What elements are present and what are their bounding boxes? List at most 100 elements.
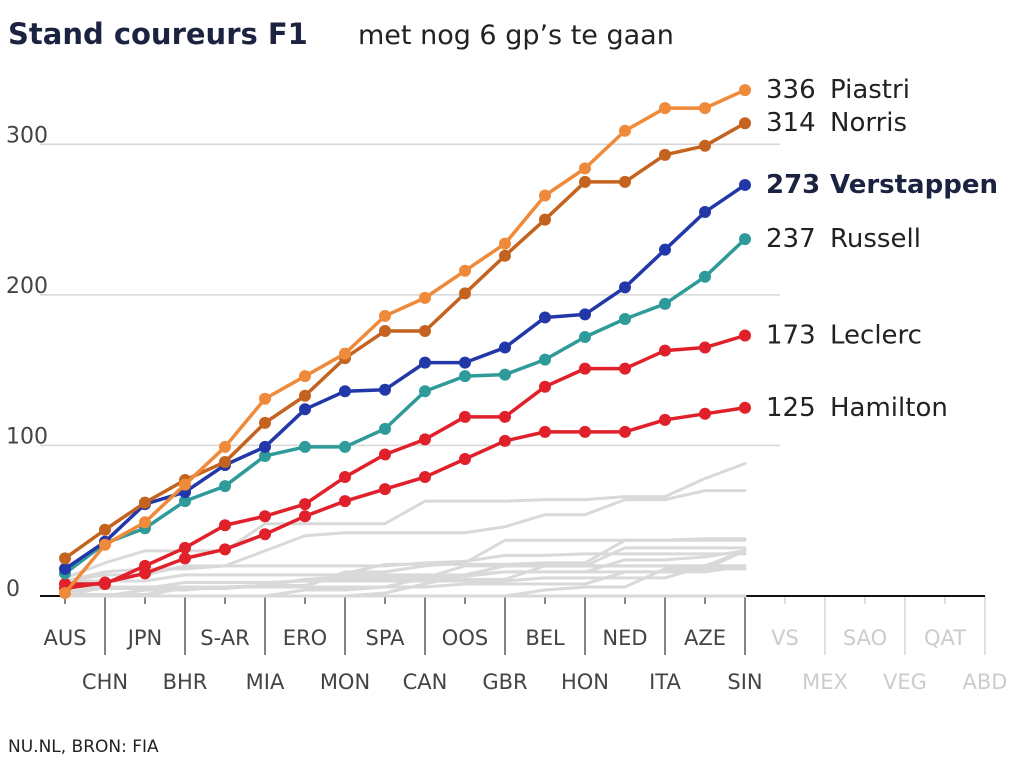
point <box>139 516 151 529</box>
point <box>419 433 431 446</box>
end-name-label: Leclerc <box>830 321 922 351</box>
point <box>659 297 671 310</box>
point <box>699 206 711 219</box>
point <box>179 478 191 491</box>
point <box>539 425 551 438</box>
x-tick-label: AZE <box>684 626 726 650</box>
series-line <box>63 549 747 598</box>
point <box>59 586 71 599</box>
point <box>739 233 751 246</box>
point <box>659 344 671 357</box>
point <box>539 311 551 324</box>
x-tick-label: HON <box>561 670 609 694</box>
point <box>59 562 71 575</box>
y-tick-label: 0 <box>6 577 20 602</box>
point <box>739 329 751 342</box>
series-line <box>63 546 747 583</box>
x-tick-label: SAO <box>843 626 887 650</box>
point <box>499 368 511 381</box>
point <box>339 471 351 484</box>
series-line <box>63 183 747 571</box>
x-tick-label: BEL <box>525 626 565 650</box>
point <box>699 341 711 354</box>
point <box>739 401 751 414</box>
point <box>699 407 711 420</box>
point <box>219 519 231 532</box>
point <box>339 495 351 508</box>
point <box>299 370 311 383</box>
x-tick-label: CAN <box>403 670 448 694</box>
point <box>619 124 631 137</box>
point <box>99 577 111 590</box>
point <box>579 331 591 344</box>
point <box>219 543 231 556</box>
point <box>539 353 551 366</box>
point <box>139 559 151 572</box>
series-line <box>63 333 747 586</box>
point <box>539 380 551 393</box>
point <box>419 471 431 484</box>
point <box>379 324 391 337</box>
point <box>99 538 111 551</box>
end-name-label: Piastri <box>830 75 910 105</box>
point <box>459 264 471 277</box>
end-value-label: 237 <box>766 224 816 254</box>
point <box>459 287 471 300</box>
end-name-label: Norris <box>830 108 907 138</box>
point <box>699 139 711 152</box>
series-line <box>63 406 747 591</box>
point <box>419 291 431 304</box>
point <box>739 84 751 97</box>
point <box>219 455 231 468</box>
point <box>299 403 311 416</box>
point <box>299 389 311 402</box>
point <box>259 440 271 453</box>
x-tick-label: BHR <box>163 670 208 694</box>
point <box>459 356 471 369</box>
chart-title: Stand coureurs F1 <box>8 17 308 51</box>
series-line <box>63 237 747 576</box>
point <box>659 148 671 161</box>
x-tick-label: AUS <box>43 626 86 650</box>
point <box>379 383 391 396</box>
point <box>259 449 271 462</box>
point <box>619 281 631 294</box>
x-tick-label: OOS <box>442 626 488 650</box>
point <box>219 440 231 453</box>
end-value-label: 314 <box>766 108 816 138</box>
point <box>179 552 191 565</box>
point <box>259 510 271 523</box>
end-name-label: Hamilton <box>830 393 948 423</box>
series-line <box>63 88 747 595</box>
y-tick-label: 200 <box>6 274 48 299</box>
point <box>299 440 311 453</box>
point <box>579 162 591 175</box>
point <box>339 347 351 360</box>
x-tick-label: ERO <box>283 626 327 650</box>
x-tick-label: GBR <box>482 670 527 694</box>
end-value-label: 173 <box>766 321 816 351</box>
series-line <box>63 121 747 561</box>
point <box>379 448 391 461</box>
point <box>259 392 271 405</box>
point <box>419 324 431 337</box>
end-value-label: 336 <box>766 75 816 105</box>
end-name-label: Russell <box>830 224 921 254</box>
point <box>379 309 391 322</box>
point <box>579 362 591 375</box>
point <box>579 425 591 438</box>
point <box>699 270 711 283</box>
point <box>379 483 391 496</box>
point <box>339 440 351 453</box>
point <box>739 178 751 191</box>
series-line <box>63 489 747 583</box>
x-tick-label: VEG <box>883 670 927 694</box>
x-tick-label: QAT <box>924 626 966 650</box>
point <box>619 175 631 188</box>
point <box>539 213 551 226</box>
series-line <box>63 538 747 589</box>
point <box>499 249 511 262</box>
point <box>179 495 191 508</box>
point <box>459 370 471 383</box>
